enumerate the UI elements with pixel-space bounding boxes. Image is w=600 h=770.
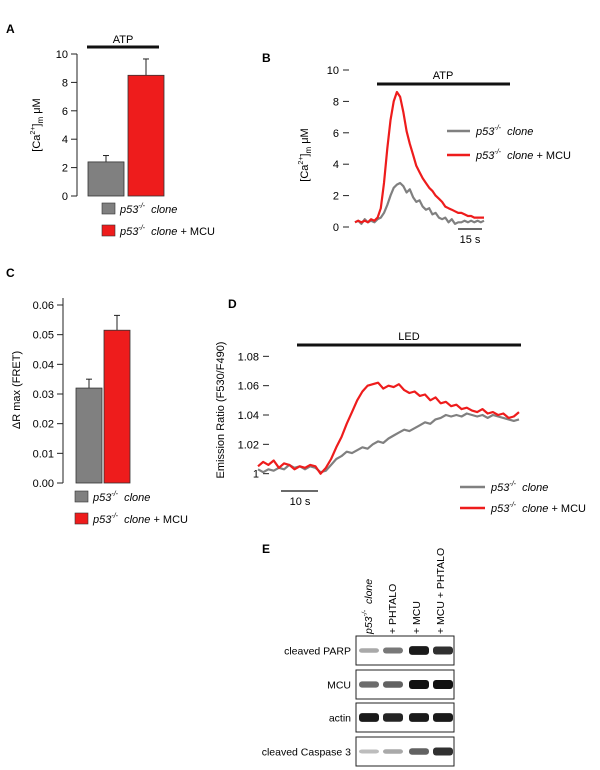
panel-d-chart: LED Emission Ratio (F530/F490) 10 s 1 1.0… bbox=[215, 331, 521, 508]
panel-d-y-label: Emission Ratio (F530/F490) bbox=[215, 342, 227, 479]
blot-band bbox=[383, 749, 403, 754]
blot-band bbox=[359, 713, 379, 722]
blot-band bbox=[409, 713, 429, 722]
legend-b-item-clone: p53-/- clone bbox=[475, 125, 533, 138]
y-tick-label: 10 bbox=[56, 49, 68, 61]
panel-a-chart: ATP [Ca2+]m μM 0 2 4 6 8 10 bbox=[30, 34, 165, 203]
blot-row-label: actin bbox=[329, 713, 351, 725]
panel-e-western-blot: p53-/- clone + PHTALO + MCU + MCU + PHTA… bbox=[262, 548, 455, 767]
y-tick-label: 0.03 bbox=[33, 389, 54, 401]
panel-label-a: A bbox=[6, 22, 15, 36]
series-line bbox=[257, 412, 520, 474]
y-tick-label: 8 bbox=[333, 96, 339, 108]
blot-row-label: cleaved Caspase 3 bbox=[262, 747, 351, 759]
y-tick-label: 1.02 bbox=[238, 439, 259, 451]
blot-band bbox=[409, 748, 429, 755]
legend-a-swatch-grey bbox=[101, 202, 116, 215]
blot-band bbox=[433, 713, 453, 722]
panel-b-legend: p53-/- clone p53-/- clone + MCU bbox=[447, 125, 571, 162]
blot-band bbox=[409, 646, 429, 655]
panel-b-scalebar-label: 15 s bbox=[460, 234, 481, 246]
y-tick-label: 0.01 bbox=[33, 448, 54, 460]
panel-b-chart: ATP [Ca2+]m μM 15 s 0 2 4 6 8 10 bbox=[298, 65, 510, 246]
panel-d-legend: p53-/- clone p53-/- clone + MCU bbox=[460, 481, 586, 515]
panel-label-d: D bbox=[228, 297, 237, 311]
panel-a-legend: p53-/- clone p53-/- clone + MCU bbox=[101, 202, 215, 238]
series-line bbox=[354, 90, 484, 224]
series-line bbox=[354, 181, 485, 225]
y-tick-label: 0.05 bbox=[33, 330, 54, 342]
blot-band bbox=[359, 681, 379, 688]
y-tick-label: 6 bbox=[333, 128, 339, 140]
panel-b-y-label: [Ca2+]m μM bbox=[298, 128, 313, 181]
legend-a-item-mcu: p53-/- clone + MCU bbox=[119, 225, 215, 238]
legend-c-item-mcu: p53-/- clone + MCU bbox=[92, 513, 188, 526]
y-tick-label: 0.02 bbox=[33, 419, 54, 431]
y-tick-label: 6 bbox=[62, 106, 68, 118]
y-tick-label: 4 bbox=[62, 134, 68, 146]
y-tick-label: 1.06 bbox=[238, 381, 259, 393]
lane-label-4: + MCU + PHTALO bbox=[435, 548, 447, 634]
panel-d-led-label: LED bbox=[398, 331, 419, 343]
y-tick-label: 0 bbox=[333, 222, 339, 234]
legend-c-swatch-grey bbox=[74, 490, 89, 503]
blot-band bbox=[433, 747, 453, 756]
y-tick-label: 1 bbox=[253, 469, 259, 481]
panel-c-y-label: ΔR max (FRET) bbox=[11, 351, 23, 429]
y-tick-label: 0.00 bbox=[33, 478, 54, 490]
legend-a-item-clone: p53-/- clone bbox=[119, 203, 177, 216]
legend-b-item-mcu: p53-/- clone + MCU bbox=[475, 149, 571, 162]
blot-band bbox=[409, 680, 429, 689]
y-tick-label: 10 bbox=[327, 65, 339, 77]
panel-d-scalebar-label: 10 s bbox=[290, 496, 311, 508]
legend-d-item-clone: p53-/- clone bbox=[490, 481, 548, 494]
legend-c-swatch-red bbox=[74, 512, 89, 525]
y-tick-label: 1.08 bbox=[238, 351, 259, 363]
legend-a-swatch-red bbox=[101, 224, 116, 237]
blot-band bbox=[433, 680, 453, 689]
y-tick-label: 2 bbox=[62, 163, 68, 175]
series-line bbox=[257, 381, 520, 475]
blot-band bbox=[433, 646, 453, 655]
bar bbox=[87, 161, 125, 197]
y-tick-label: 0 bbox=[62, 191, 68, 203]
y-tick-label: 0.06 bbox=[33, 300, 54, 312]
blot-band bbox=[383, 681, 403, 688]
blot-band bbox=[359, 648, 379, 653]
y-tick-label: 2 bbox=[333, 191, 339, 203]
panel-b-atp-label: ATP bbox=[433, 70, 454, 82]
blot-row-label: cleaved PARP bbox=[284, 646, 351, 658]
blot-band bbox=[383, 713, 403, 722]
panel-label-b: B bbox=[262, 51, 271, 65]
legend-c-item-clone: p53-/- clone bbox=[92, 491, 150, 504]
blot-row-label: MCU bbox=[327, 680, 351, 692]
lane-label-1: p53-/- clone bbox=[362, 579, 375, 635]
panel-a-y-label: [Ca2+]m μM bbox=[30, 98, 45, 151]
legend-d-item-mcu: p53-/- clone + MCU bbox=[490, 502, 586, 515]
panel-a-atp-label: ATP bbox=[113, 34, 134, 46]
y-tick-label: 4 bbox=[333, 159, 339, 171]
blot-band bbox=[359, 749, 379, 754]
panel-label-c: C bbox=[6, 266, 15, 280]
panel-label-e: E bbox=[262, 542, 270, 556]
y-tick-label: 1.04 bbox=[238, 410, 259, 422]
bar bbox=[75, 387, 103, 484]
lane-label-2: + PHTALO bbox=[387, 584, 399, 634]
y-tick-label: 8 bbox=[62, 77, 68, 89]
y-tick-label: 0.04 bbox=[33, 359, 54, 371]
lane-label-3: + MCU bbox=[411, 601, 423, 634]
panel-c-chart: ΔR max (FRET) 0.00 0.01 0.02 0.03 0.04 0.05 0.… bbox=[11, 298, 131, 490]
blot-band bbox=[383, 647, 403, 654]
panel-c-legend: p53-/- clone p53-/- clone + MCU bbox=[74, 490, 188, 526]
bar bbox=[127, 74, 165, 197]
bar bbox=[103, 329, 131, 484]
